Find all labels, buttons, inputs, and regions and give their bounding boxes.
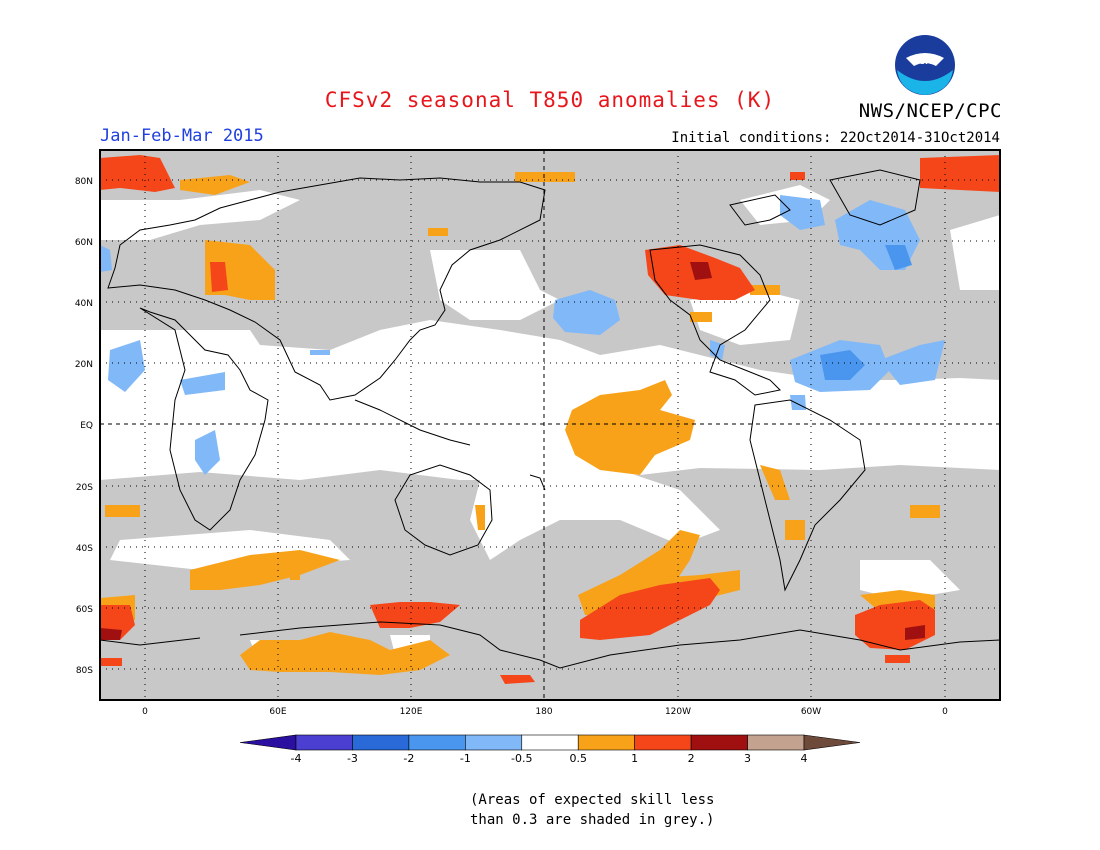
colorbar-label: -1 (460, 752, 471, 765)
chart-title: CFSv2 seasonal T850 anomalies (K) (324, 88, 776, 112)
colorbar-segment (239, 734, 297, 751)
colorbar: -4 -3 -2 -1 -0.5 0.5 1 2 3 4 (239, 734, 861, 765)
longitude-labels: 0 60E 120E 180 120W 60W 0 (142, 707, 948, 717)
lat-label: 60S (76, 605, 93, 615)
colorbar-segment (634, 734, 692, 751)
lat-label: 20S (76, 483, 93, 493)
colorbar-label: 1 (631, 752, 638, 765)
noaa-logo-text: NOAA (912, 57, 938, 66)
lon-label: 0 (142, 707, 148, 717)
lon-label: 0 (942, 707, 948, 717)
colorbar-label: 2 (688, 752, 695, 765)
lon-label: 180 (535, 707, 552, 717)
colorbar-label: 4 (801, 752, 808, 765)
colorbar-segment (803, 734, 861, 751)
latitude-labels: 80N 60N 40N 20N EQ 20S 40S 60S 80S (75, 177, 93, 676)
dark-blue-anomaly-regions (820, 245, 912, 380)
colorbar-segment (690, 734, 748, 751)
skill-footnote-line2: than 0.3 are shaded in grey.) (470, 812, 715, 828)
colorbar-label: 3 (744, 752, 751, 765)
colorbar-segment (352, 734, 410, 751)
colorbar-segment (408, 734, 466, 751)
lon-label: 120E (400, 707, 423, 717)
lon-label: 60E (269, 707, 286, 717)
coastlines (100, 169, 1000, 669)
colorbar-label: -2 (403, 752, 414, 765)
agency-label: NWS/NCEP/CPC (858, 100, 1002, 122)
noaa-logo: NOAA (895, 35, 955, 95)
lat-label: 20N (75, 360, 93, 370)
lat-label: 40S (76, 544, 93, 554)
colorbar-segment (747, 734, 805, 751)
skill-footnote-line1: (Areas of expected skill less (470, 792, 715, 808)
graticule (100, 150, 1000, 700)
colorbar-segment (465, 734, 523, 751)
skill-footnote: (Areas of expected skill less than 0.3 a… (470, 790, 730, 830)
map-plot-area (100, 150, 1000, 700)
lat-label: 60N (75, 238, 93, 248)
lon-label: 120W (665, 707, 691, 717)
lat-label: 80N (75, 177, 93, 187)
colorbar-segment (521, 734, 579, 751)
lat-label: 40N (75, 299, 93, 309)
colorbar-label: -3 (347, 752, 358, 765)
initial-conditions-label: Initial conditions: 22Oct2014-31Oct2014 (671, 130, 1000, 146)
lon-label: 60W (801, 707, 821, 717)
map-frame (99, 149, 1001, 701)
lat-label: EQ (80, 421, 93, 431)
dark-red-anomaly-regions (100, 262, 925, 640)
colorbar-segment (295, 734, 353, 751)
colorbar-label: -4 (291, 752, 302, 765)
season-label: Jan-Feb-Mar 2015 (100, 126, 264, 146)
colorbar-label: -0.5 (511, 752, 532, 765)
lat-label: 80S (76, 666, 93, 676)
colorbar-segment (577, 734, 635, 751)
colorbar-label: 0.5 (569, 752, 587, 765)
